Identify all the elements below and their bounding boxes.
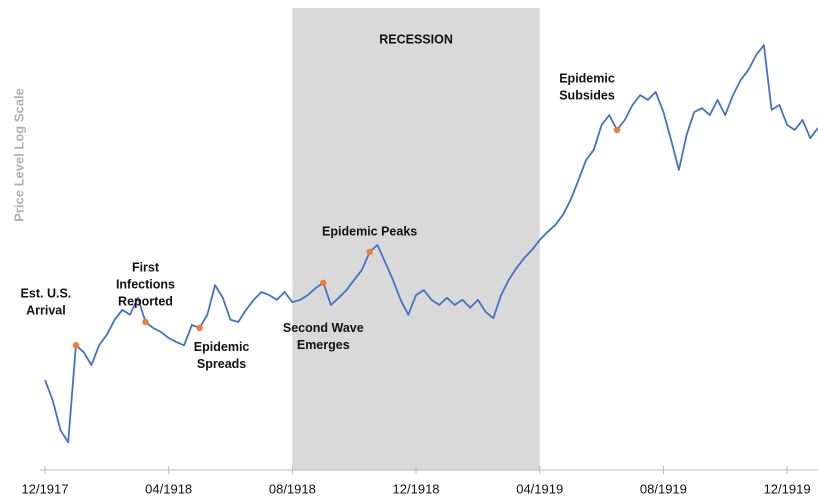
line	[44, 44, 818, 444]
event-marker	[613, 126, 621, 134]
x-tick-label: 08/1919	[640, 481, 687, 496]
x-tick-label: 04/1918	[145, 481, 192, 496]
x-tick-label: 04/1919	[516, 481, 563, 496]
event-marker	[72, 342, 80, 349]
x-tick-label: 12/1919	[764, 481, 811, 496]
x-tick-label: 12/1918	[393, 481, 440, 496]
event-marker	[320, 279, 327, 287]
annotation: Infections	[116, 277, 175, 291]
recession-band	[292, 8, 540, 470]
annotation: Spreads	[197, 357, 246, 371]
annotation: First	[132, 260, 160, 274]
annotation: Reported	[118, 294, 173, 308]
annotation: Second Wave	[283, 321, 364, 335]
annotation: Arrival	[26, 304, 66, 318]
event-marker	[142, 318, 149, 326]
annotation: Epidemic	[559, 71, 615, 85]
annotation: Epidemic	[194, 340, 250, 354]
y-axis-label: Price Level Log Scale	[11, 88, 26, 222]
event-marker	[366, 248, 373, 256]
recession-label: RECESSION	[379, 32, 453, 46]
annotation: Emerges	[297, 338, 350, 352]
annotation: Subsides	[559, 88, 615, 102]
event-marker	[196, 324, 203, 332]
x-tick-label: 12/1917	[22, 481, 69, 496]
annotation: Est. U.S.	[21, 287, 72, 301]
x-tick-label: 08/1918	[269, 481, 316, 496]
annotation: Epidemic Peaks	[322, 224, 417, 238]
